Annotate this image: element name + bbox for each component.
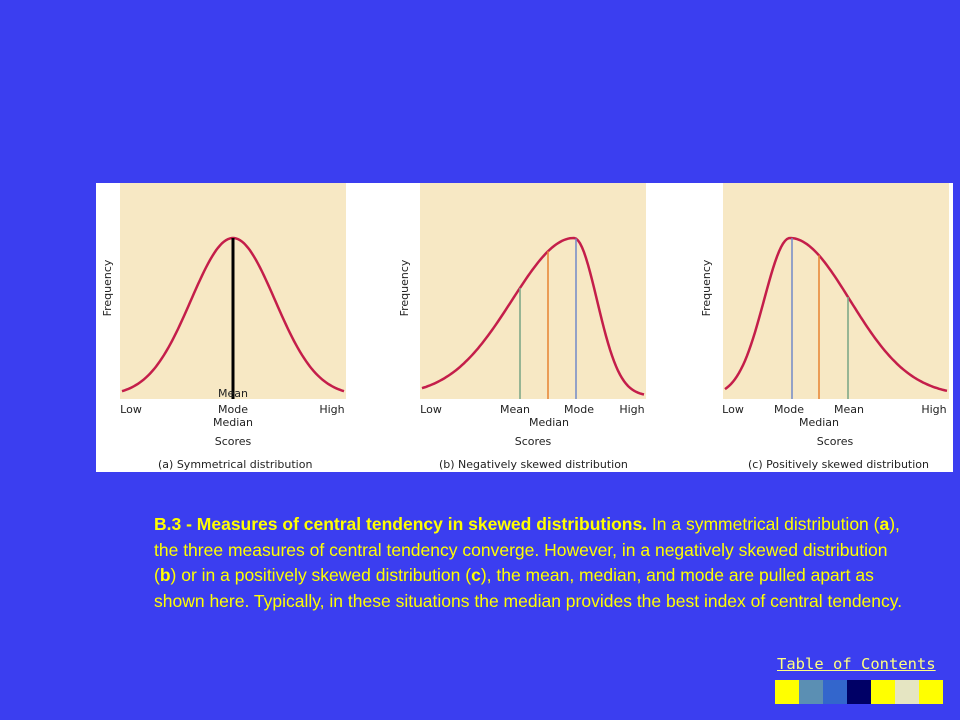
caption-text: ), the three measures of central tendenc… [154,514,900,586]
panel-caption: (b) Negatively skewed distribution [439,458,628,471]
panel-caption: (a) Symmetrical distribution [158,458,312,471]
marker-label-mode: Mode [218,403,248,416]
marker-label-median: Median [799,416,839,429]
x-low-label: Low [420,403,442,416]
caption-text: ) or in a positively skewed distribution… [170,565,472,586]
frequency-curve [724,236,948,393]
caption-ref-a: a [879,514,890,534]
caption-text: ), the mean, median, and mode are pulled… [154,565,903,611]
x-high-label: High [319,403,344,416]
y-axis-label: Frequency [398,259,411,316]
nav-square-7[interactable] [919,680,943,704]
nav-square-2[interactable] [799,680,823,704]
nav-square-4[interactable] [847,680,871,704]
nav-square-3[interactable] [823,680,847,704]
distribution-figure: Frequency Mean Low Mode High Median Scor… [96,183,953,472]
marker-label-mode: Mode [564,403,594,416]
y-axis-label: Frequency [700,259,713,316]
table-of-contents-link[interactable]: Table of Contents [777,655,936,673]
marker-label-mean: Mean [834,403,864,416]
caption-text: In a symmetrical distribution ( [647,514,880,534]
navigation-strip [775,680,943,704]
figure-caption: B.3 - Measures of central tendency in sk… [154,512,914,614]
figure-canvas: Frequency Mean Low Mode High Median Scor… [101,183,949,471]
marker-label-median: Median [213,416,253,429]
nav-square-6[interactable] [895,680,919,704]
x-low-label: Low [120,403,142,416]
plot-area [723,183,949,399]
caption-ref-b: b [159,565,171,586]
panel-positively-skewed: Frequency Low Mode Mean High Median Scor… [700,183,949,471]
panel-symmetrical: Frequency Mean Low Mode High Median Scor… [101,183,346,471]
panel-negatively-skewed: Frequency Low Mean Mode High Median Scor… [398,183,646,471]
plot-area [420,183,646,399]
x-axis-label: Scores [215,435,252,448]
marker-label-mean: Mean [218,387,248,400]
marker-label-mean: Mean [500,403,530,416]
caption-title: B.3 - Measures of central tendency in sk… [154,514,648,534]
nav-square-1[interactable] [775,680,799,704]
x-axis-label: Scores [515,435,552,448]
y-axis-label: Frequency [101,259,114,316]
frequency-curve [421,236,645,396]
marker-label-mode: Mode [774,403,804,416]
x-low-label: Low [722,403,744,416]
x-high-label: High [619,403,644,416]
panel-caption: (c) Positively skewed distribution [748,458,929,471]
nav-square-5[interactable] [871,680,895,704]
x-axis-label: Scores [817,435,854,448]
caption-ref-c: c [471,565,481,586]
marker-label-median: Median [529,416,569,429]
x-high-label: High [921,403,946,416]
